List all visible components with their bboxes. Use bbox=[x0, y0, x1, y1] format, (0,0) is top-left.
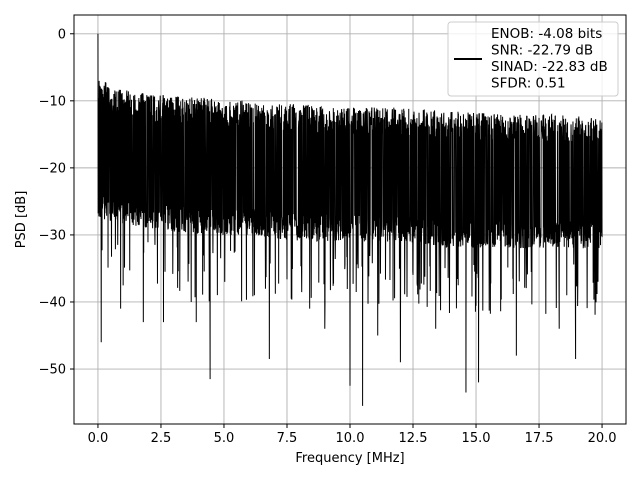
x-tick-label: 5.0 bbox=[214, 431, 235, 446]
x-tick-label: 0.0 bbox=[88, 431, 109, 446]
x-tick-label: 7.5 bbox=[277, 431, 298, 446]
x-tick-label: 10.0 bbox=[336, 431, 365, 446]
y-tick-label: −20 bbox=[39, 161, 66, 176]
y-axis-label: PSD [dB] bbox=[14, 191, 29, 249]
y-tick-label: −50 bbox=[39, 363, 66, 378]
legend-box bbox=[447, 21, 619, 97]
legend-label-line: SINAD: -22.83 dB bbox=[491, 59, 608, 75]
x-axis: 0.0 2.5 5.0 7.5 10.0 12.5 15.0 17.5 20.0 bbox=[88, 424, 617, 446]
y-tick-label: −30 bbox=[39, 228, 66, 243]
x-axis-label: Frequency [MHz] bbox=[295, 451, 404, 466]
legend-label-line: ENOB: -4.08 bits bbox=[491, 26, 602, 42]
x-tick-label: 2.5 bbox=[151, 431, 172, 446]
y-tick-label: −10 bbox=[39, 94, 66, 109]
x-tick-label: 17.5 bbox=[525, 431, 554, 446]
y-tick-label: 0 bbox=[58, 27, 66, 42]
legend-label-line: SNR: -22.79 dB bbox=[491, 43, 593, 59]
x-tick-label: 15.0 bbox=[462, 431, 491, 446]
plot-area bbox=[97, 33, 603, 406]
psd-trace bbox=[97, 33, 603, 406]
y-tick-label: −40 bbox=[39, 295, 66, 310]
legend-label-line: SFDR: 0.51 bbox=[491, 76, 566, 92]
x-tick-label: 20.0 bbox=[588, 431, 617, 446]
y-axis: 0 −10 −20 −30 −40 −50 bbox=[39, 27, 74, 378]
x-tick-label: 12.5 bbox=[399, 431, 428, 446]
